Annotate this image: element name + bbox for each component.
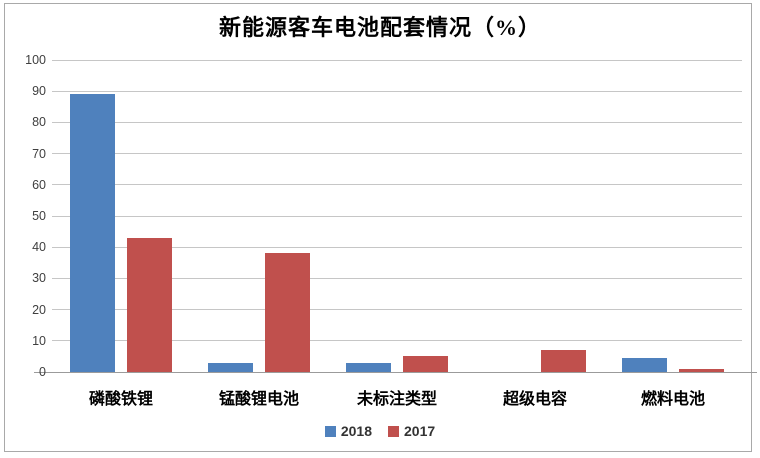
y-tick-label: 60	[32, 177, 46, 192]
bar-group	[52, 60, 190, 372]
gridline	[52, 153, 742, 155]
bar-2018	[70, 94, 115, 372]
plot-area: 0 10 20 30 40 50 60 70 80 90 100	[25, 53, 757, 379]
bar-2017	[541, 350, 586, 372]
legend: 2018 2017	[0, 423, 760, 439]
legend-item: 2017	[388, 423, 435, 439]
y-tick-label: 20	[32, 302, 46, 317]
bar-group	[604, 60, 742, 372]
bar-2018	[622, 357, 667, 372]
gridline	[52, 246, 742, 248]
gridline	[52, 277, 742, 279]
category-label: 未标注类型	[356, 391, 437, 408]
bar-2017	[265, 253, 310, 372]
legend-swatch-2017	[388, 425, 399, 437]
bar-2017	[127, 237, 172, 372]
gridline	[52, 184, 742, 186]
bar-group	[190, 60, 328, 372]
y-tick-label: 70	[32, 146, 46, 161]
legend-label: 2017	[404, 423, 436, 439]
x-axis-baseline	[34, 371, 757, 373]
gridline	[52, 59, 742, 61]
bar-2017	[403, 356, 448, 372]
y-tick-label: 0	[39, 365, 46, 379]
category-label: 锰酸锂电池	[218, 391, 299, 408]
category-label: 超级电容	[502, 391, 567, 408]
legend-item: 2018	[324, 423, 372, 439]
category-label: 燃料电池	[640, 391, 705, 408]
y-tick-label: 10	[32, 333, 46, 348]
y-tick-label: 40	[32, 240, 46, 255]
gridline	[52, 90, 742, 92]
y-tick-label: 90	[32, 84, 46, 99]
y-tick-label: 50	[32, 209, 46, 223]
gridline	[52, 340, 742, 342]
gridline	[52, 121, 742, 123]
y-tick-label: 80	[32, 115, 46, 130]
legend-label: 2018	[340, 423, 372, 439]
gridline	[52, 215, 742, 217]
legend-swatch-2018	[324, 425, 336, 437]
y-tick-label: 100	[25, 53, 46, 67]
chart-title: 新能源客车电池配套情况（%）	[218, 15, 541, 40]
bar-2018	[346, 362, 391, 372]
bar-group	[466, 60, 604, 372]
bar-2018	[208, 362, 253, 372]
gridline	[52, 309, 742, 311]
category-label: 磷酸铁锂	[88, 391, 153, 408]
bar-group	[328, 60, 466, 372]
bar-2017	[679, 368, 724, 372]
y-tick-label: 30	[32, 271, 46, 286]
